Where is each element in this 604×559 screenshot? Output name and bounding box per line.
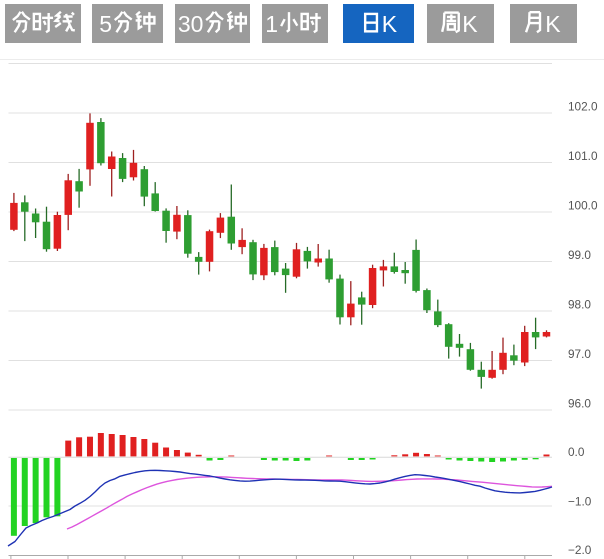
svg-text:30: 30 <box>178 11 204 37</box>
svg-text:1: 1 <box>265 11 278 37</box>
svg-text:K: K <box>545 11 561 37</box>
svg-text:101.0: 101.0 <box>568 149 598 163</box>
svg-text:97.0: 97.0 <box>568 347 591 361</box>
svg-text:0.0: 0.0 <box>568 445 585 459</box>
svg-text:5: 5 <box>99 11 112 37</box>
svg-text:100.0: 100.0 <box>568 199 598 213</box>
svg-text:K: K <box>382 11 398 37</box>
svg-text:K: K <box>462 11 478 37</box>
svg-text:102.0: 102.0 <box>568 100 598 114</box>
svg-text:96.0: 96.0 <box>568 397 591 411</box>
svg-text:99.0: 99.0 <box>568 248 591 262</box>
svg-text:98.0: 98.0 <box>568 298 591 312</box>
svg-text:−2.0: −2.0 <box>568 543 592 557</box>
svg-text:−1.0: −1.0 <box>568 495 592 509</box>
